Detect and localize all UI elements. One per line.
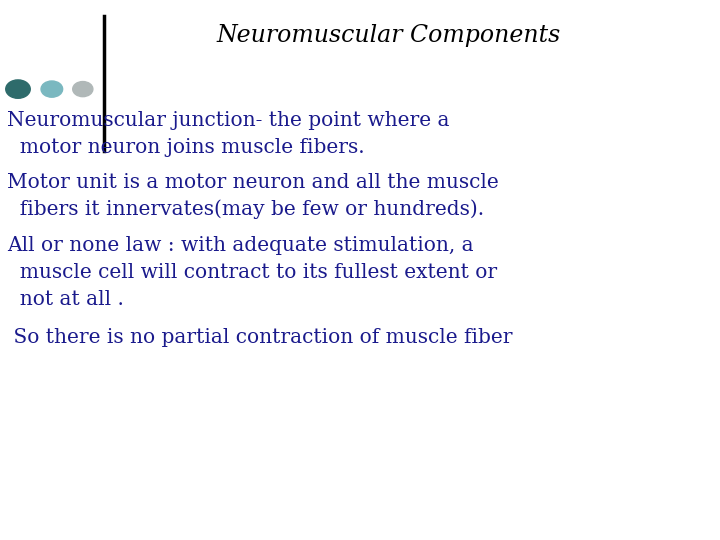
- Text: motor neuron joins muscle fibers.: motor neuron joins muscle fibers.: [7, 138, 365, 157]
- Text: Motor unit is a motor neuron and all the muscle: Motor unit is a motor neuron and all the…: [7, 173, 499, 192]
- Text: Neuromuscular Components: Neuromuscular Components: [217, 24, 561, 48]
- Text: All or none law : with adequate stimulation, a: All or none law : with adequate stimulat…: [7, 236, 474, 255]
- Text: not at all .: not at all .: [7, 290, 124, 309]
- Text: muscle cell will contract to its fullest extent or: muscle cell will contract to its fullest…: [7, 263, 498, 282]
- Text: So there is no partial contraction of muscle fiber: So there is no partial contraction of mu…: [7, 328, 513, 347]
- Circle shape: [41, 81, 63, 97]
- Text: Neuromuscular junction- the point where a: Neuromuscular junction- the point where …: [7, 111, 450, 130]
- Text: fibers it innervates(may be few or hundreds).: fibers it innervates(may be few or hundr…: [7, 200, 485, 219]
- Circle shape: [6, 80, 30, 98]
- Circle shape: [73, 82, 93, 97]
